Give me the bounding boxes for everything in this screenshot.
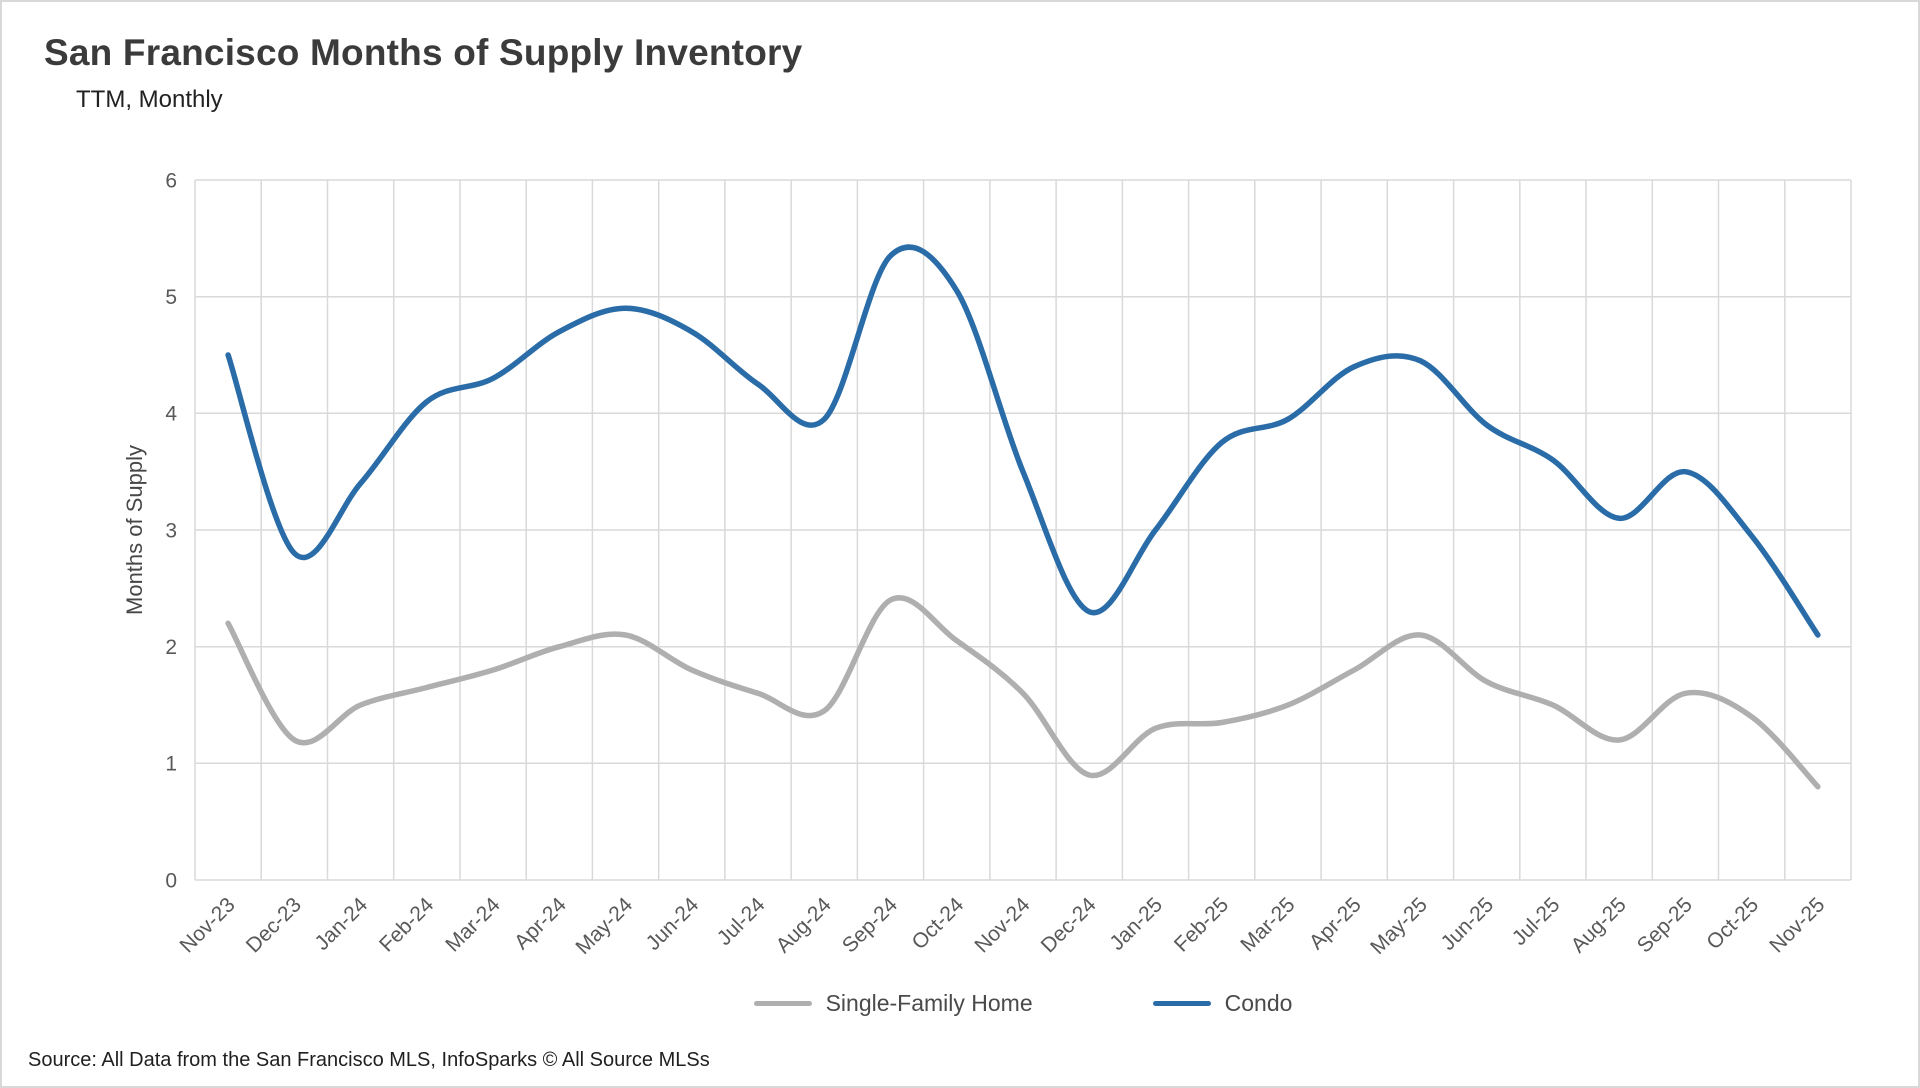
legend-label-single-family-home: Single-Family Home — [825, 990, 1033, 1016]
x-axis-label: Jun-24 — [642, 893, 704, 955]
chart-legend: Single-Family Home Condo — [195, 990, 1851, 1017]
legend-item-condo: Condo — [1152, 990, 1293, 1017]
y-axis-tick-label: 5 — [165, 286, 177, 309]
chart-subtitle: TTM, Monthly — [76, 86, 223, 113]
x-axis-label: May-25 — [1366, 893, 1432, 959]
series-line-single-family-home — [225, 595, 1821, 790]
chart-title: San Francisco Months of Supply Inventory — [44, 32, 803, 73]
x-axis-label: Feb-25 — [1170, 893, 1233, 956]
y-axis-tick-label: 3 — [165, 519, 177, 542]
x-axis-label: Jul-24 — [713, 893, 770, 950]
legend-swatch-condo — [1152, 1001, 1211, 1006]
y-axis-tick-label: 2 — [165, 636, 177, 659]
x-axis-label: Mar-25 — [1236, 893, 1299, 956]
x-axis-label: Nov-23 — [175, 893, 239, 957]
x-axis-label: Jan-25 — [1105, 893, 1167, 955]
x-axis-label: Sep-24 — [838, 893, 902, 957]
y-axis-tick-label: 6 — [165, 169, 177, 192]
x-axis-label: Dec-24 — [1037, 893, 1101, 957]
x-axis-label: Oct-24 — [908, 893, 969, 954]
x-axis-label: Jul-25 — [1508, 893, 1565, 950]
x-axis-label: Jan-24 — [310, 893, 372, 955]
y-axis-title: Months of Supply — [122, 445, 147, 615]
y-axis-tick-label: 1 — [165, 753, 177, 776]
source-note: Source: All Data from the San Francisco … — [28, 1049, 710, 1071]
x-axis-label: Sep-25 — [1633, 893, 1697, 957]
x-axis-label: Aug-24 — [772, 893, 836, 957]
x-axis-label: May-24 — [571, 893, 637, 959]
legend-label-condo: Condo — [1224, 990, 1293, 1016]
y-axis-tick-label: 0 — [165, 869, 177, 892]
x-axis-label: Apr-24 — [510, 893, 571, 954]
x-axis-label: Dec-23 — [242, 893, 306, 957]
x-axis-label: Nov-25 — [1765, 893, 1829, 957]
x-axis-label: Nov-24 — [970, 893, 1034, 957]
x-axis-label: Jun-25 — [1437, 893, 1499, 955]
x-axis-label: Oct-25 — [1702, 893, 1763, 954]
x-axis-label: Feb-24 — [375, 893, 439, 957]
legend-swatch-single-family-home — [753, 1001, 812, 1006]
series-line-condo — [225, 244, 1821, 638]
x-axis-label: Mar-24 — [441, 893, 505, 957]
x-axis-label: Aug-25 — [1567, 893, 1631, 957]
chart-header: San Francisco Months of Supply Inventory… — [44, 32, 802, 114]
legend-item-single-family-home: Single-Family Home — [753, 990, 1033, 1017]
x-axis-label: Apr-25 — [1305, 893, 1366, 954]
y-axis-tick-label: 4 — [165, 403, 177, 426]
